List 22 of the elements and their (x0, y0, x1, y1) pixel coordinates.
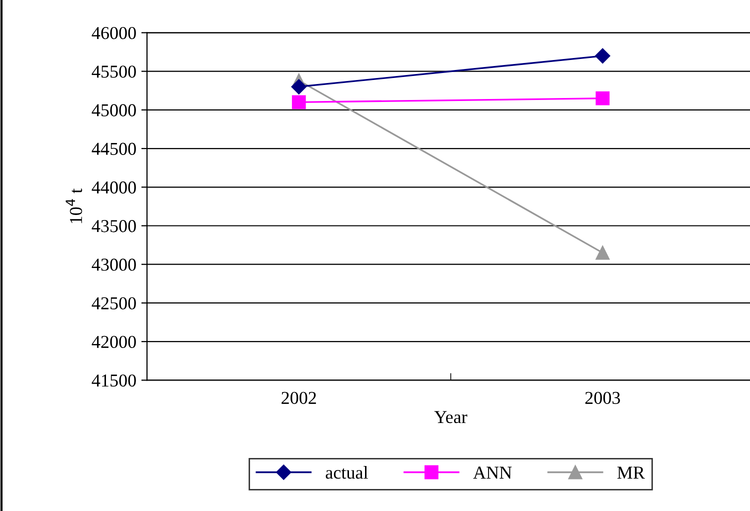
y-tick-label: 41500 (92, 374, 136, 387)
y-tick-label: 46000 (92, 26, 136, 40)
y-tick-label: 45500 (92, 66, 136, 78)
point (596, 246, 610, 260)
legend-label: actual (326, 466, 368, 479)
x-tick-label: 2003 (585, 392, 620, 404)
legend-label: ANN (473, 466, 512, 479)
point (596, 91, 610, 106)
y-tick-label: 44500 (92, 142, 136, 155)
y-tick-label: 45000 (92, 104, 136, 116)
point (292, 95, 306, 110)
y-tick-label: 44000 (92, 181, 136, 194)
legend-label: MR (617, 466, 645, 479)
y-tick-label: 42500 (92, 297, 136, 310)
x-axis-title: Year (434, 411, 468, 424)
point (291, 79, 306, 94)
point (595, 48, 610, 64)
x-tick-label: 2002 (282, 392, 316, 404)
y-tick-label: 43500 (92, 220, 136, 232)
y-tick-label: 42000 (92, 336, 136, 348)
y-axis-title: 10$^{4}$ t (66, 188, 82, 224)
y-tick-label: 43000 (92, 258, 136, 271)
